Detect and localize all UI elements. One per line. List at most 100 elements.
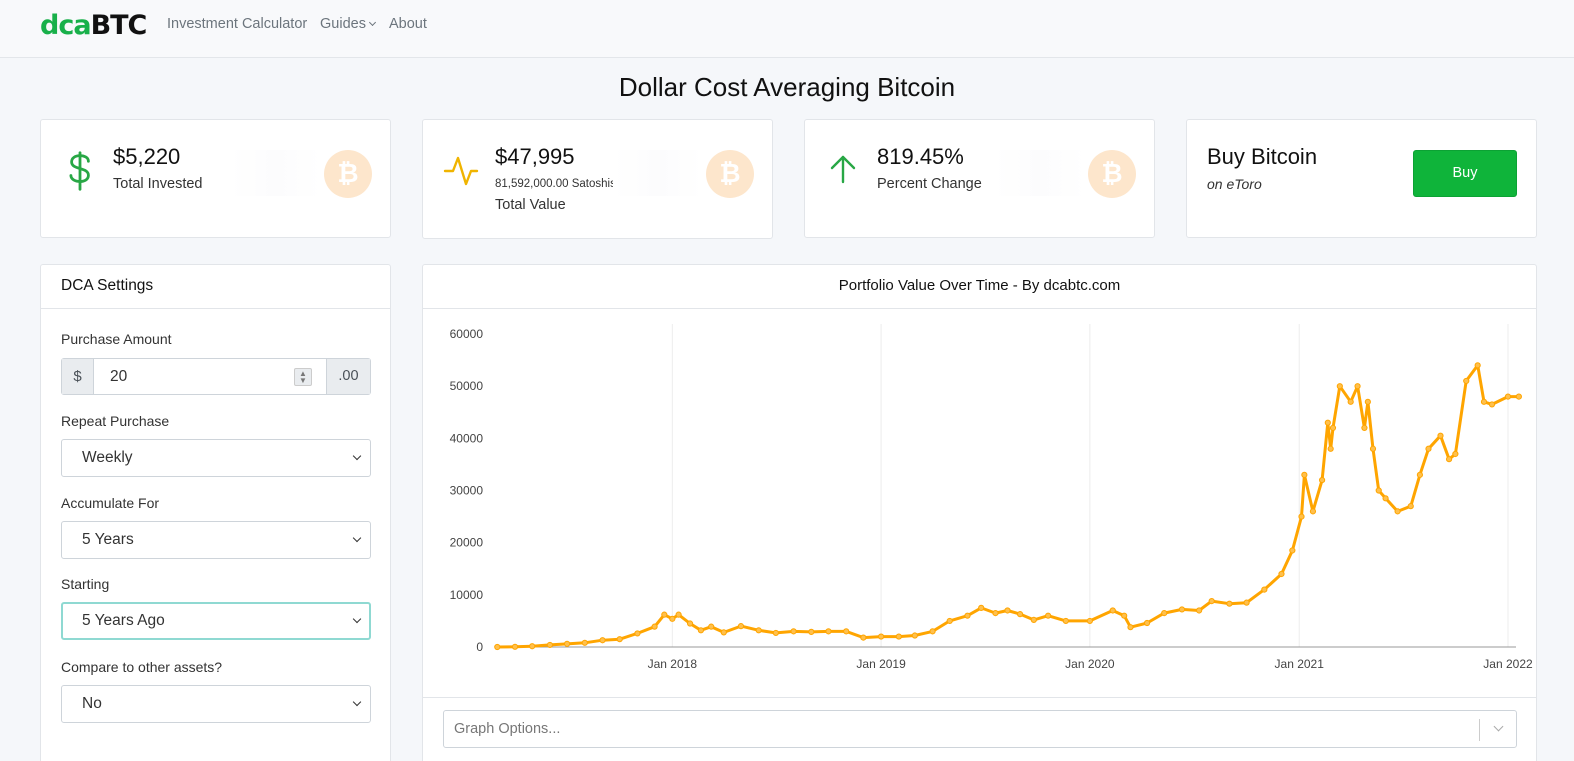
data-point (720, 629, 727, 636)
chevron-down-icon (352, 533, 362, 543)
data-point (1196, 607, 1203, 614)
chart-header: Portfolio Value Over Time - By dcabtc.co… (423, 265, 1536, 309)
data-point (661, 611, 668, 618)
repeat-purchase-select[interactable]: Weekly (61, 439, 371, 477)
data-point (946, 617, 953, 625)
data-point (1361, 424, 1368, 431)
bitcoin-icon: ₿ (706, 150, 754, 198)
chevron-down-icon (352, 697, 362, 707)
portfolio-value-chart[interactable]: Jan 2018 Jan 2019 Jan 2020 Jan 2021 Jan 2022… (423, 265, 1536, 695)
number-spinner-icon[interactable]: ▲ ▼ (294, 368, 312, 386)
data-point (1278, 570, 1285, 578)
accumulate-for-label: Accumulate For (61, 495, 160, 511)
data-point (599, 637, 606, 644)
y-tick-label: 40000 (450, 431, 484, 445)
starting-select[interactable]: 5 Years Ago (61, 602, 371, 640)
compare-assets-select[interactable]: No (61, 685, 371, 723)
data-point (494, 643, 501, 651)
navbar: dcaBTC Investment Calculator Guides Abou… (0, 0, 1574, 58)
data-point (1121, 612, 1128, 619)
data-point (755, 627, 762, 634)
chevron-down-icon (352, 614, 362, 624)
x-tick-label: Jan 2021 (1275, 657, 1325, 671)
nav-investment-calculator[interactable]: Investment Calculator (167, 16, 308, 32)
data-point (686, 620, 694, 627)
buy-bitcoin-subtitle: on eToro (1207, 176, 1262, 192)
accumulate-for-select[interactable]: 5 Years (61, 521, 371, 559)
y-tick-label: 60000 (450, 327, 484, 341)
data-point (877, 633, 885, 640)
compare-assets-label: Compare to other assets? (61, 659, 223, 675)
graph-options-select[interactable]: Graph Options... (443, 710, 1517, 748)
data-point (929, 628, 936, 635)
purchase-amount-input-group: $ 20 ▲ ▼ .00 (61, 358, 371, 395)
stat-card-total-invested: $5,220 Total Invested ₿ (40, 119, 391, 238)
data-point (708, 623, 715, 630)
data-point (675, 611, 682, 618)
data-point (808, 628, 815, 635)
dca-settings-card: DCA Settings Purchase Amount $ 20 ▲ ▼ .00… (40, 264, 391, 761)
stat-card-total-value: $47,995 81,592,000.00 Satoshis Total Val… (422, 119, 773, 239)
data-point (964, 612, 971, 619)
dollar-icon (63, 150, 97, 197)
y-tick-label: 50000 (450, 379, 484, 393)
data-point (529, 643, 536, 650)
dca-settings-title: DCA Settings (61, 277, 154, 294)
data-point (1062, 617, 1069, 625)
x-tick-label: Jan 2022 (1483, 657, 1533, 671)
buy-bitcoin-card: Buy Bitcoin on eToro Buy (1186, 119, 1537, 238)
data-point (1480, 398, 1488, 405)
data-point (1382, 495, 1389, 502)
satoshis-amount: 81,592,000.00 Satoshis (495, 178, 616, 190)
data-point (1488, 401, 1496, 408)
data-point (1463, 377, 1470, 385)
portfolio-chart-card: Portfolio Value Over Time - By dcabtc.co… (422, 264, 1537, 761)
data-point (1309, 508, 1317, 515)
data-point (1336, 383, 1343, 390)
data-point (1515, 393, 1522, 400)
purchase-amount-label: Purchase Amount (61, 331, 172, 347)
data-point (616, 636, 623, 643)
y-tick-label: 0 (476, 640, 483, 654)
data-point (1394, 508, 1401, 515)
brand-logo[interactable]: dcaBTC (40, 10, 148, 41)
data-point (546, 641, 554, 649)
data-point (978, 604, 985, 611)
data-point (737, 623, 745, 630)
data-point (1161, 609, 1168, 617)
chevron-down-icon (368, 18, 376, 27)
data-point (1298, 513, 1305, 520)
data-point (1318, 476, 1326, 484)
sparkline-placeholder (995, 150, 1085, 196)
buy-button[interactable]: Buy (1413, 150, 1517, 197)
data-point (1474, 362, 1481, 369)
repeat-purchase-label: Repeat Purchase (61, 413, 170, 429)
data-point (634, 630, 641, 637)
data-point (697, 627, 705, 634)
purchase-amount-input[interactable]: 20 (110, 368, 128, 385)
data-point (1004, 607, 1011, 614)
graph-options-placeholder: Graph Options... (454, 721, 561, 737)
accumulate-for-value: 5 Years (82, 531, 134, 548)
data-point (1324, 419, 1331, 426)
data-point (992, 609, 999, 617)
chart-divider (423, 697, 1536, 698)
nav-about[interactable]: About (389, 16, 427, 32)
cents-suffix: .00 (326, 359, 370, 394)
page-title: Dollar Cost Averaging Bitcoin (618, 72, 956, 102)
x-tick-label: Jan 2018 (648, 657, 698, 671)
currency-prefix: $ (62, 359, 94, 394)
nav-guides[interactable]: Guides (320, 16, 376, 32)
data-point (1416, 471, 1424, 478)
brand-suffix: BTC (90, 10, 148, 41)
chevron-down-icon (1493, 721, 1504, 732)
data-point (1369, 445, 1377, 452)
data-point (1329, 424, 1337, 431)
data-point (1243, 599, 1250, 606)
data-point (563, 640, 571, 647)
data-point (860, 634, 867, 641)
data-point (1086, 617, 1093, 625)
chart-title: Portfolio Value Over Time - By dcabtc.co… (838, 277, 1121, 294)
data-point (581, 639, 588, 646)
data-point (911, 632, 918, 639)
